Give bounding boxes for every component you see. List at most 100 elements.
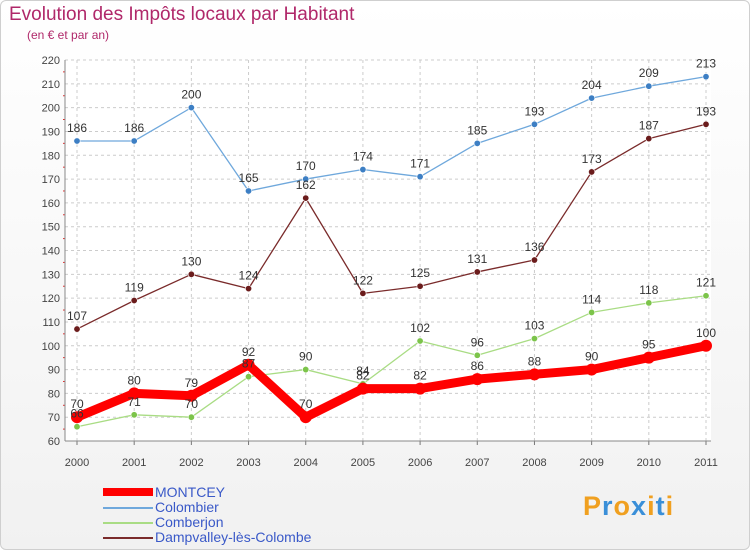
data-point-montcey: [299, 411, 312, 424]
y-tick-label: 80: [48, 388, 60, 400]
data-label-montcey: 70: [70, 397, 84, 411]
data-point-comberjon: [645, 299, 653, 307]
data-point-montcey: [414, 382, 427, 395]
data-label-dampvalley-l-s-colombe: 173: [582, 152, 602, 166]
y-tick-label: 60: [48, 436, 60, 448]
legend-label-montcey: MONTCEY: [155, 484, 225, 500]
y-tick-label: 110: [42, 317, 60, 329]
data-label-montcey: 90: [585, 350, 599, 364]
data-label-montcey: 79: [185, 376, 199, 390]
data-point-dampvalley-l-s-colombe: [245, 285, 253, 293]
data-point-comberjon: [73, 423, 81, 431]
data-label-comberjon: 66: [70, 407, 84, 421]
data-label-montcey: 82: [413, 369, 427, 383]
data-point-montcey: [242, 358, 255, 371]
x-tick-label: 2003: [236, 457, 260, 469]
y-tick-label: 70: [48, 412, 60, 424]
y-tick-label: 170: [42, 174, 60, 186]
chart-title: Evolution des Impôts locaux par Habitant: [9, 4, 355, 25]
data-label-colombier: 209: [639, 66, 659, 80]
chart-subtitle: (en € et par an): [27, 28, 110, 42]
y-tick-label: 220: [42, 55, 60, 67]
x-tick-label: 2010: [637, 457, 661, 469]
logo-letter: x: [631, 491, 648, 521]
data-point-comberjon: [473, 351, 481, 359]
data-point-colombier: [245, 187, 253, 195]
y-tick-label: 160: [42, 198, 60, 210]
x-tick-label: 2008: [522, 457, 546, 469]
data-label-dampvalley-l-s-colombe: 136: [524, 240, 544, 254]
data-point-comberjon: [130, 411, 138, 419]
data-point-montcey: [471, 373, 484, 386]
data-point-colombier: [187, 104, 195, 112]
data-label-comberjon: 70: [185, 397, 199, 411]
data-label-colombier: 170: [296, 159, 316, 173]
data-point-colombier: [416, 173, 424, 181]
series-line-colombier: [77, 76, 707, 192]
data-point-comberjon: [416, 337, 424, 345]
legend-swatch-comberjon: [103, 522, 153, 524]
data-label-montcey: 80: [128, 373, 142, 387]
x-tick-label: 2007: [465, 457, 489, 469]
x-tick-label: 2011: [694, 457, 718, 469]
data-point-montcey: [128, 387, 141, 400]
data-label-comberjon: 96: [471, 335, 485, 349]
data-label-colombier: 171: [410, 157, 430, 171]
x-tick-label: 2000: [65, 457, 89, 469]
data-label-montcey: 82: [356, 369, 370, 383]
data-point-colombier: [645, 82, 653, 90]
data-label-montcey: 100: [696, 326, 716, 340]
data-label-colombier: 186: [124, 121, 144, 135]
data-point-colombier: [530, 120, 538, 128]
data-label-comberjon: 121: [696, 276, 716, 290]
data-label-dampvalley-l-s-colombe: 187: [639, 119, 659, 133]
data-point-dampvalley-l-s-colombe: [187, 270, 195, 278]
data-point-colombier: [473, 139, 481, 147]
proxiti-logo: Proxiti: [583, 491, 674, 522]
data-label-dampvalley-l-s-colombe: 107: [67, 309, 87, 323]
legend-swatch-montcey: [103, 488, 153, 496]
data-point-dampvalley-l-s-colombe: [130, 297, 138, 305]
x-tick-label: 2001: [122, 457, 146, 469]
data-point-dampvalley-l-s-colombe: [702, 120, 710, 128]
data-label-dampvalley-l-s-colombe: 162: [296, 178, 316, 192]
y-tick-label: 120: [42, 293, 60, 305]
data-label-dampvalley-l-s-colombe: 130: [181, 254, 201, 268]
data-point-comberjon: [530, 335, 538, 343]
data-label-colombier: 213: [696, 57, 716, 71]
data-label-comberjon: 90: [299, 350, 313, 364]
logo-letter: r: [602, 491, 614, 521]
data-point-comberjon: [702, 292, 710, 300]
data-point-comberjon: [302, 366, 310, 374]
logo-letter: i: [665, 491, 675, 521]
legend-label-colombier: Colombier: [155, 499, 219, 515]
data-label-colombier: 174: [353, 150, 373, 164]
data-point-colombier: [359, 166, 367, 174]
data-label-montcey: 95: [642, 338, 656, 352]
data-label-montcey: 86: [471, 359, 485, 373]
data-point-dampvalley-l-s-colombe: [416, 282, 424, 290]
y-tick-label: 190: [42, 126, 60, 138]
data-label-dampvalley-l-s-colombe: 124: [239, 269, 259, 283]
data-label-comberjon: 114: [582, 292, 601, 306]
data-point-dampvalley-l-s-colombe: [359, 289, 367, 297]
series-line-comberjon: [76, 295, 707, 428]
data-point-dampvalley-l-s-colombe: [645, 135, 653, 143]
data-label-montcey: 92: [242, 345, 256, 359]
data-label-dampvalley-l-s-colombe: 122: [353, 273, 373, 287]
data-point-montcey: [185, 389, 198, 402]
y-tick-label: 90: [48, 365, 60, 377]
x-tick-label: 2002: [179, 457, 203, 469]
y-tick-label: 180: [42, 150, 60, 162]
data-point-dampvalley-l-s-colombe: [588, 168, 596, 176]
logo-letter: P: [583, 491, 603, 521]
data-label-colombier: 186: [67, 121, 87, 135]
data-label-dampvalley-l-s-colombe: 193: [696, 104, 716, 118]
data-point-montcey: [356, 382, 369, 395]
data-point-colombier: [73, 137, 81, 145]
data-label-colombier: 193: [524, 104, 544, 118]
data-label-comberjon: 71: [128, 395, 142, 409]
y-tick-label: 100: [42, 341, 60, 353]
